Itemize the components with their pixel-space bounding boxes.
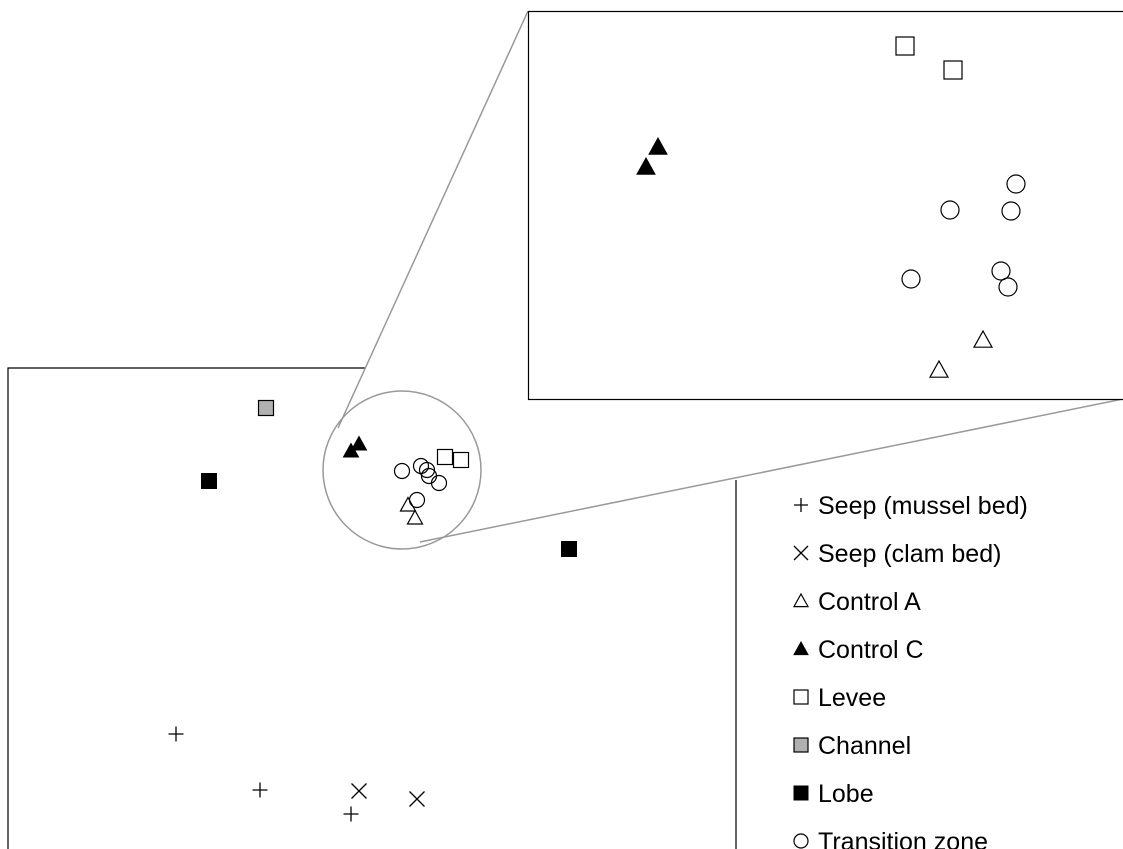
inset-frame — [527, 10, 1123, 401]
transition-zone-inset-point-6 — [998, 277, 1018, 297]
control-a-point-1 — [399, 496, 417, 512]
seep-mussel-bed-point-2 — [252, 782, 268, 798]
legend-item-channel: Channel — [793, 732, 911, 760]
zoom-connector-top — [337, 10, 529, 429]
levee-inset-point-2 — [943, 60, 963, 80]
control-a-inset-point-2 — [928, 359, 950, 378]
legend-item-control-a: Control A — [792, 588, 921, 616]
transition-zone-point-1 — [393, 462, 411, 480]
legend: Seep (mussel bed) Seep (clam bed) Control … — [792, 492, 1028, 849]
levee-point-2 — [452, 451, 470, 469]
zoom-connector-bottom — [419, 398, 1123, 543]
legend-marker-lobe — [793, 785, 809, 801]
legend-label-lobe: Lobe — [818, 780, 874, 808]
levee-inset-point-1 — [895, 36, 915, 56]
legend-label-seep-clam-bed: Seep (clam bed) — [818, 540, 1001, 568]
transition-zone-inset-point-4 — [901, 269, 921, 289]
legend-marker-levee — [793, 689, 809, 705]
control-a-inset-point-1 — [972, 329, 994, 348]
transition-zone-inset-point-5 — [991, 261, 1011, 281]
data-marks — [168, 36, 1026, 822]
legend-marker-seep-clam-bed — [793, 545, 809, 561]
transition-zone-inset-point-3 — [1001, 201, 1021, 221]
seep-mussel-bed-point-3 — [343, 806, 359, 822]
legend-label-control-c: Control C — [818, 636, 924, 664]
legend-label-transition-zone: Transition zone — [818, 828, 988, 849]
legend-label-control-a: Control A — [818, 588, 921, 616]
legend-marker-control-c — [793, 640, 809, 656]
transition-zone-point-4 — [420, 467, 438, 485]
transition-zone-inset-point-1 — [1006, 174, 1026, 194]
main-plot-frame — [7, 367, 737, 849]
transition-zone-point-3 — [418, 461, 436, 479]
control-c-point-2 — [350, 435, 368, 451]
seep-clam-bed-point-2 — [409, 791, 425, 807]
legend-item-control-c: Control C — [793, 636, 924, 664]
legend-item-seep-clam-bed: Seep (clam bed) — [793, 540, 1001, 568]
legend-marker-seep-mussel-bed — [794, 498, 808, 512]
control-c-inset-point-1 — [648, 136, 668, 155]
transition-zone-point-5 — [430, 474, 448, 492]
zoom-circle — [322, 390, 482, 550]
legend-item-transition-zone: Transition zone — [793, 828, 988, 849]
control-c-inset-point-2 — [636, 156, 656, 175]
transition-zone-inset-point-2 — [940, 200, 960, 220]
transition-zone-point-6 — [408, 491, 426, 509]
plot-frames — [7, 10, 1123, 849]
legend-label-seep-mussel-bed: Seep (mussel bed) — [818, 492, 1028, 520]
legend-item-seep-mussel-bed: Seep (mussel bed) — [794, 492, 1028, 520]
legend-item-levee: Levee — [793, 684, 886, 712]
legend-label-channel: Channel — [818, 732, 911, 760]
legend-label-levee: Levee — [818, 684, 886, 712]
legend-item-lobe: Lobe — [793, 780, 874, 808]
control-a-point-2 — [406, 509, 424, 525]
seep-clam-bed-point-1 — [351, 783, 367, 799]
lobe-point-2 — [561, 541, 577, 557]
legend-marker-transition-zone — [793, 833, 809, 849]
seep-mussel-bed-point-1 — [168, 726, 184, 742]
levee-point-1 — [436, 448, 454, 466]
legend-marker-channel — [793, 737, 809, 753]
channel-point-1 — [257, 399, 275, 417]
legend-marker-control-a — [792, 592, 810, 608]
lobe-point-1 — [201, 473, 217, 489]
